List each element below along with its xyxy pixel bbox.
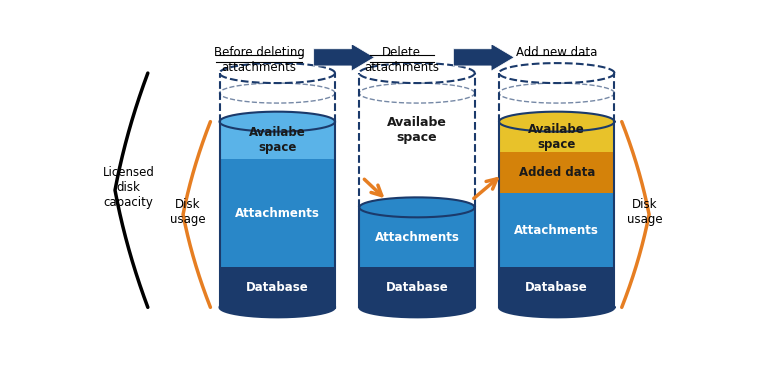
Ellipse shape <box>499 183 615 203</box>
Polygon shape <box>499 152 615 193</box>
Ellipse shape <box>359 257 474 278</box>
Polygon shape <box>220 267 335 307</box>
Polygon shape <box>220 159 335 267</box>
Polygon shape <box>220 122 335 159</box>
Ellipse shape <box>499 257 615 278</box>
Polygon shape <box>499 122 615 152</box>
Text: Database: Database <box>525 281 588 294</box>
Polygon shape <box>453 44 514 71</box>
Ellipse shape <box>220 297 335 317</box>
Text: Added data: Added data <box>518 166 595 179</box>
Text: Database: Database <box>246 281 309 294</box>
Polygon shape <box>499 267 615 307</box>
Ellipse shape <box>359 197 474 217</box>
Text: Database: Database <box>386 281 448 294</box>
Text: Attachments: Attachments <box>375 231 459 244</box>
Ellipse shape <box>220 257 335 278</box>
Text: Availabe
space: Availabe space <box>528 123 585 151</box>
Text: Before deleting
attachments: Before deleting attachments <box>213 46 304 74</box>
Text: Add new data: Add new data <box>516 46 597 59</box>
Text: Availabe
space: Availabe space <box>249 126 306 154</box>
Polygon shape <box>499 193 615 267</box>
Polygon shape <box>314 44 375 71</box>
Ellipse shape <box>359 297 474 317</box>
Text: Attachments: Attachments <box>234 207 320 220</box>
Ellipse shape <box>220 149 335 169</box>
Ellipse shape <box>499 142 615 162</box>
Text: Delete
attachments: Delete attachments <box>365 46 439 74</box>
Polygon shape <box>359 207 474 267</box>
Text: Attachments: Attachments <box>514 224 599 237</box>
Ellipse shape <box>499 112 615 132</box>
Ellipse shape <box>220 112 335 132</box>
Text: Disk
usage: Disk usage <box>170 198 205 226</box>
Polygon shape <box>359 267 474 307</box>
Ellipse shape <box>499 297 615 317</box>
Text: Licensed
disk
capacity: Licensed disk capacity <box>103 166 154 209</box>
Text: Disk
usage: Disk usage <box>627 198 662 226</box>
Text: Availabe
space: Availabe space <box>387 116 447 144</box>
